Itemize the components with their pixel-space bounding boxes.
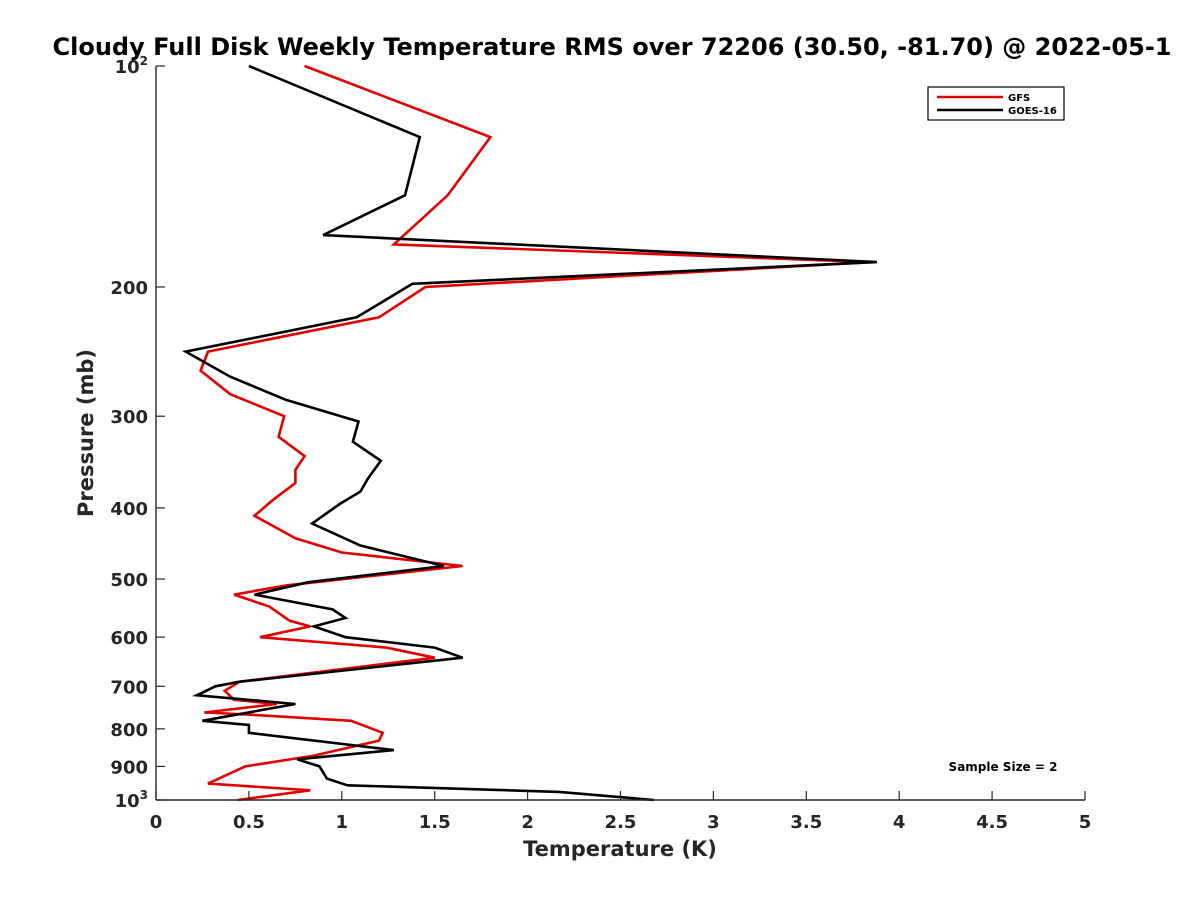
y-tick-label: 200 [110, 278, 148, 299]
x-tick-label: 4 [893, 812, 906, 833]
chart-title: Cloudy Full Disk Weekly Temperature RMS … [53, 33, 1172, 61]
legend-box [927, 86, 1065, 121]
y-tick-label: 400 [110, 499, 148, 520]
y-tick-label: 103 [115, 788, 148, 812]
y-axis-label: Pressure (mb) [74, 349, 98, 517]
x-axis-label: Temperature (K) [523, 837, 717, 861]
y-tick-label: 102 [115, 54, 148, 78]
x-tick-label: 3 [707, 812, 720, 833]
y-tick-label: 500 [110, 570, 148, 591]
y-tick-label: 600 [110, 628, 148, 649]
y-tick-label: 900 [110, 757, 148, 778]
y-tick-label: 700 [110, 677, 148, 698]
y-tick-label: 800 [110, 720, 148, 741]
x-tick-label: 1.5 [419, 812, 451, 833]
legend-label-gfs: GFS [1008, 93, 1030, 104]
x-tick-label: 0 [150, 812, 163, 833]
x-tick-label: 5 [1079, 812, 1092, 833]
sample-size-annotation: Sample Size = 2 [949, 760, 1058, 774]
axes: 0 0.5 1 1.5 2 2.5 3 3.5 4 4.5 5 102 200 300 400 500 600 7… [110, 54, 1091, 833]
x-tick-label: 0.5 [233, 812, 265, 833]
legend: GFS GOES-16 [927, 86, 1065, 121]
series-line-gfs [199, 64, 872, 802]
x-tick-label: 2.5 [605, 812, 637, 833]
x-tick-label: 2 [521, 812, 534, 833]
legend-label-goes-16: GOES-16 [1008, 106, 1057, 117]
x-tick-label: 3.5 [790, 812, 822, 833]
series-line-goes-16 [182, 64, 877, 802]
series-lines [182, 64, 877, 802]
y-tick-label: 300 [110, 407, 148, 428]
x-tick-label: 1 [336, 812, 349, 833]
x-tick-label: 4.5 [976, 812, 1008, 833]
